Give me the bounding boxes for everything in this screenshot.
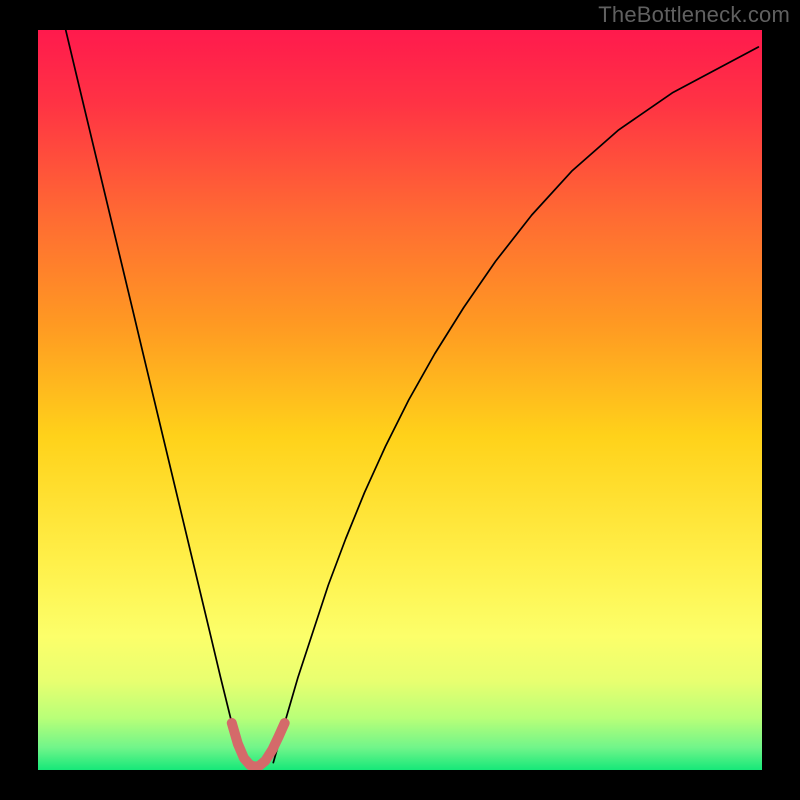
gradient-background (38, 30, 762, 770)
watermark-text: TheBottleneck.com (598, 2, 790, 28)
plot-svg (38, 30, 762, 770)
plot-area (38, 30, 762, 770)
